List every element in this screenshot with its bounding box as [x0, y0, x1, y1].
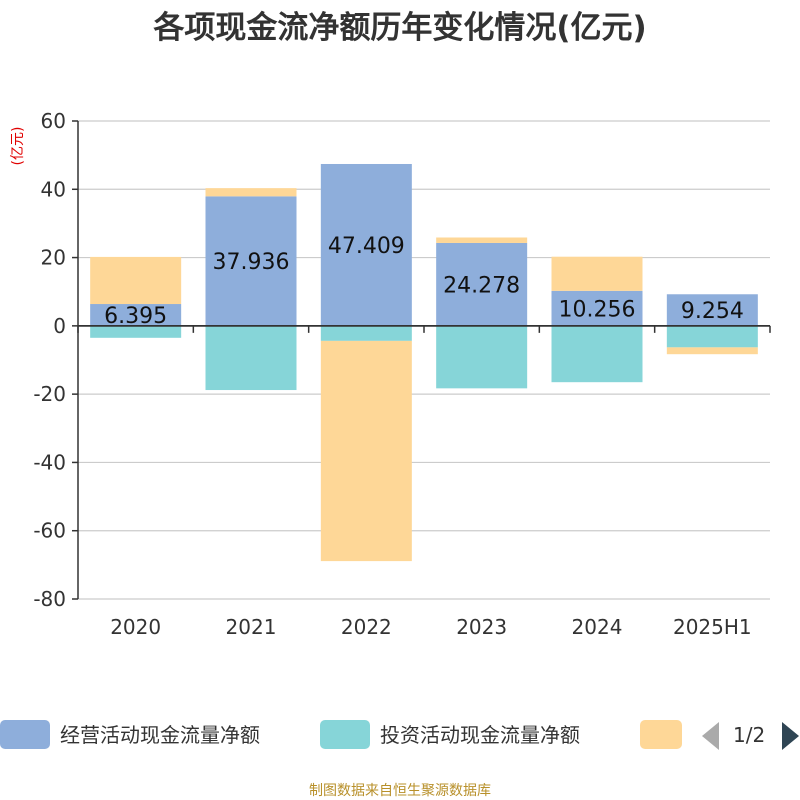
value-label-2020: 6.395	[104, 304, 167, 329]
legend-page-indicator: 1/2	[733, 723, 765, 747]
bar-series0-2021[interactable]	[205, 196, 297, 326]
legend-swatch-investing[interactable]	[320, 720, 370, 749]
bar-series0-2023[interactable]	[436, 242, 528, 326]
x-tick-label-2021: 2021	[226, 615, 277, 639]
legend-swatch-third[interactable]	[640, 720, 682, 749]
axes	[77, 121, 771, 599]
legend-swatch-operating[interactable]	[0, 720, 50, 749]
y-tick-label: 0	[53, 314, 66, 338]
y-tick-label: -40	[33, 450, 66, 474]
y-axis-unit-label: (亿元)	[10, 127, 26, 166]
y-tick-label: -60	[33, 519, 66, 543]
y-tick-label: 40	[41, 177, 66, 201]
value-label-2023: 24.278	[443, 273, 520, 298]
x-tick-label-2025H1: 2025H1	[673, 615, 752, 639]
source-footnote: 制图数据来自恒生聚源数据库	[309, 783, 491, 799]
bars	[90, 163, 758, 562]
y-tick-label: 20	[41, 246, 66, 270]
bar-series2-2020[interactable]	[90, 256, 182, 305]
chart-title: 各项现金流净额历年变化情况(亿元)	[152, 10, 646, 46]
legend-next-page-icon[interactable]	[782, 722, 799, 750]
bar-series0-2022[interactable]	[320, 163, 412, 326]
y-axis-ticks: 60 40 20 0 -20 -40 -60 -80	[33, 109, 78, 611]
bar-series2-2021[interactable]	[205, 188, 297, 197]
value-label-2024: 10.256	[559, 297, 636, 322]
bar-series1-2022[interactable]	[320, 325, 412, 341]
x-tick-label-2024: 2024	[572, 615, 623, 639]
y-tick-label: 60	[41, 109, 66, 133]
legend-prev-page-icon[interactable]	[702, 722, 719, 750]
value-label-2022: 47.409	[328, 234, 405, 259]
bar-series2-2024[interactable]	[551, 256, 643, 291]
y-tick-label: -20	[33, 382, 66, 406]
legend: 经营活动现金流量净额 投资活动现金流量净额 1/2	[0, 720, 799, 750]
value-labels: 6.395 37.936 47.409 24.278 10.256 9.254	[104, 234, 744, 329]
x-tick-label-2023: 2023	[456, 615, 507, 639]
bar-series0-2024[interactable]	[551, 290, 643, 326]
y-tick-label: -80	[33, 587, 66, 611]
bar-series1-2021[interactable]	[205, 325, 297, 391]
bar-series1-2024[interactable]	[551, 325, 643, 383]
value-label-2025H1: 9.254	[681, 299, 744, 324]
x-tick-label-2022: 2022	[341, 615, 392, 639]
grid-lines	[78, 120, 770, 600]
bar-series1-2023[interactable]	[436, 325, 528, 389]
bar-series2-2025H1[interactable]	[666, 347, 758, 355]
legend-label-investing[interactable]: 投资活动现金流量净额	[380, 723, 580, 747]
bar-series1-2020[interactable]	[90, 325, 182, 338]
legend-label-operating[interactable]: 经营活动现金流量净额	[60, 723, 260, 747]
bar-series2-2023[interactable]	[436, 237, 528, 243]
bar-series2-2022[interactable]	[320, 340, 412, 562]
bar-series0-2025H1[interactable]	[666, 294, 758, 326]
x-axis-ticks: 2020 2021 2022 2023 2024 2025H1	[110, 615, 751, 639]
x-tick-label-2020: 2020	[110, 615, 161, 639]
bar-series1-2025H1[interactable]	[666, 325, 758, 348]
bar-series0-2020[interactable]	[90, 304, 182, 326]
value-label-2021: 37.936	[213, 250, 290, 275]
